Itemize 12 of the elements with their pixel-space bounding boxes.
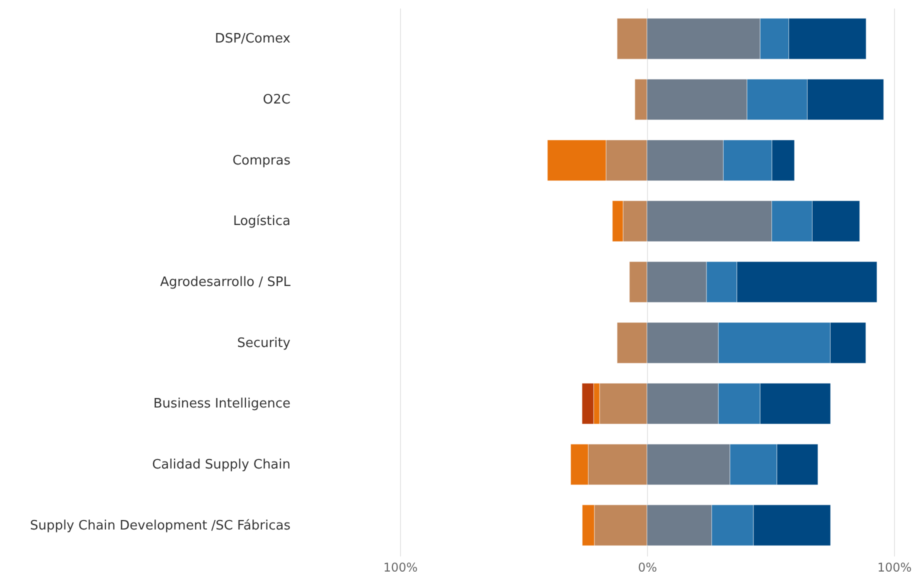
- y-tick-label: Business Intelligence: [153, 396, 290, 412]
- x-tick-label: 0%: [638, 560, 658, 572]
- x-tick-label: 100%: [383, 560, 418, 572]
- y-tick-label: Logística: [233, 214, 290, 230]
- y-tick-label: DSP/Comex: [214, 32, 291, 47]
- x-tick-label: 100%: [877, 560, 912, 572]
- y-tick-label: Calidad Supply Chain: [152, 457, 290, 472]
- y-tick-label: Compras: [232, 153, 291, 168]
- y-tick-label: Agrodesarrollo / SPL: [160, 275, 292, 290]
- y-tick-label: Security: [237, 336, 291, 351]
- y-tick-label: Supply Chain Development /SC Fábricas: [30, 518, 291, 534]
- y-tick-label: O2C: [262, 92, 290, 108]
